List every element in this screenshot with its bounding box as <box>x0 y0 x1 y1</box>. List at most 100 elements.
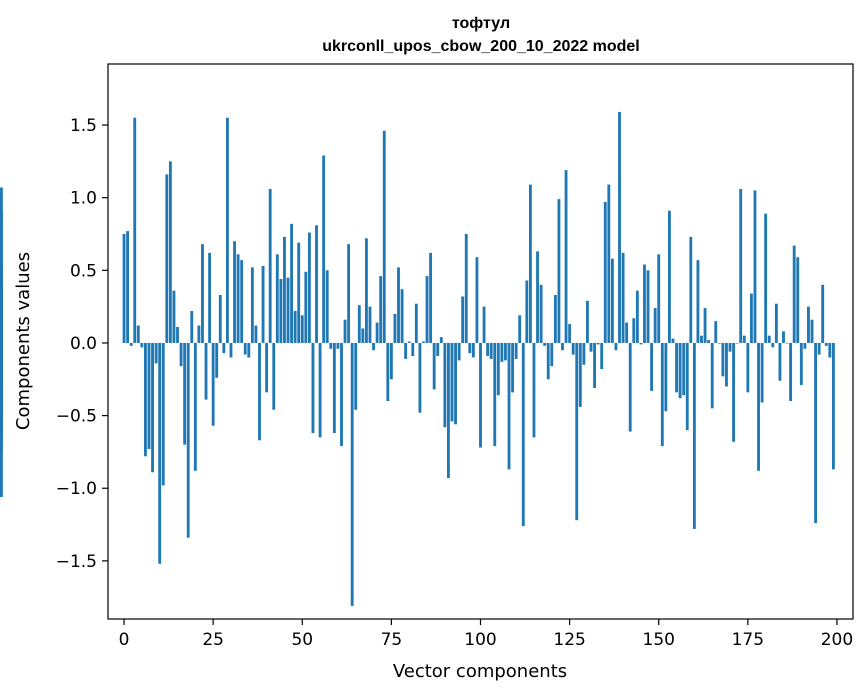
bar <box>389 342 393 380</box>
bar <box>165 174 169 343</box>
bar <box>240 260 244 343</box>
bar <box>147 342 151 450</box>
bar <box>496 342 500 396</box>
bar <box>632 318 636 343</box>
bar <box>436 342 440 357</box>
bar <box>468 342 472 354</box>
bar <box>568 324 572 343</box>
x-tick-label: 200 <box>821 630 853 650</box>
bar <box>721 342 725 377</box>
bar <box>692 342 696 529</box>
bar <box>300 315 304 343</box>
bar <box>386 342 390 402</box>
bar <box>528 184 532 343</box>
bar <box>404 342 408 359</box>
bar <box>347 244 351 343</box>
bar <box>158 342 162 564</box>
bar <box>682 342 686 396</box>
bar <box>614 342 618 351</box>
bar <box>824 342 828 346</box>
bar <box>407 341 411 343</box>
bar <box>393 313 397 343</box>
bar <box>204 342 208 400</box>
bar <box>151 342 154 473</box>
bar <box>368 306 372 343</box>
bar <box>742 335 746 343</box>
bar <box>817 342 821 355</box>
bar <box>154 342 158 364</box>
bar <box>621 252 625 343</box>
bar <box>831 342 835 470</box>
bar <box>400 289 404 343</box>
bar <box>279 279 283 343</box>
bar <box>432 342 436 390</box>
bar <box>379 276 383 343</box>
bar <box>247 342 251 358</box>
bar <box>785 342 789 344</box>
bar <box>714 321 718 343</box>
bar <box>707 340 711 343</box>
x-tick-label: 50 <box>291 630 313 650</box>
bar <box>258 342 261 441</box>
y-tick-label: −1.0 <box>56 479 97 499</box>
bar <box>140 342 144 348</box>
bar <box>521 342 525 527</box>
bar <box>193 342 197 471</box>
bar <box>557 199 561 343</box>
x-tick-label: 75 <box>381 630 403 650</box>
bar <box>603 202 607 343</box>
bar <box>678 342 682 399</box>
x-tick-label: 25 <box>202 630 224 650</box>
bar <box>732 342 736 442</box>
bar <box>550 342 554 367</box>
bar <box>318 342 322 438</box>
bar <box>268 188 272 343</box>
bar <box>361 328 365 343</box>
bar <box>197 325 201 343</box>
x-axis-ticks: 0 25 50 75 100 125 150 175 200 <box>119 619 853 650</box>
bar <box>129 342 133 346</box>
bar <box>653 308 657 343</box>
bar <box>792 245 796 343</box>
y-tick-label: 1.0 <box>70 189 97 209</box>
bar <box>479 342 482 448</box>
bar <box>397 267 400 343</box>
bar <box>610 258 614 343</box>
bar <box>208 252 212 343</box>
y-tick-label: −1.5 <box>56 552 97 572</box>
bar <box>450 342 454 422</box>
bar <box>144 342 147 457</box>
bar <box>828 342 832 358</box>
bar <box>749 293 753 343</box>
bar <box>689 236 693 343</box>
bars <box>0 111 835 606</box>
bar <box>757 342 760 471</box>
bar <box>176 326 179 343</box>
bar <box>0 299 3 343</box>
y-axis-ticks: −1.5 −1.0 −0.5 0.0 0.5 1.0 1.5 <box>56 116 108 572</box>
x-tick-label: 125 <box>553 630 585 650</box>
bar <box>814 342 817 524</box>
bar <box>439 337 443 343</box>
bar <box>414 303 418 343</box>
y-tick-label: 0.5 <box>70 261 97 281</box>
bar <box>650 342 654 391</box>
chart-subtitle: ukrconll_upos_cbow_200_10_2022 model <box>322 38 639 55</box>
bar <box>372 342 375 351</box>
bar <box>504 342 507 361</box>
bar <box>261 265 265 343</box>
bar <box>635 290 639 343</box>
bar <box>382 130 386 343</box>
chart-title: тофтул <box>452 15 510 32</box>
bar <box>767 335 771 343</box>
bar <box>778 342 782 381</box>
bar <box>575 342 579 521</box>
bar <box>789 342 793 402</box>
bar <box>457 342 461 361</box>
bar <box>664 342 668 412</box>
bar <box>354 342 358 410</box>
bar <box>186 342 190 538</box>
bar <box>136 325 140 343</box>
bar <box>229 342 233 358</box>
bar <box>589 342 593 352</box>
